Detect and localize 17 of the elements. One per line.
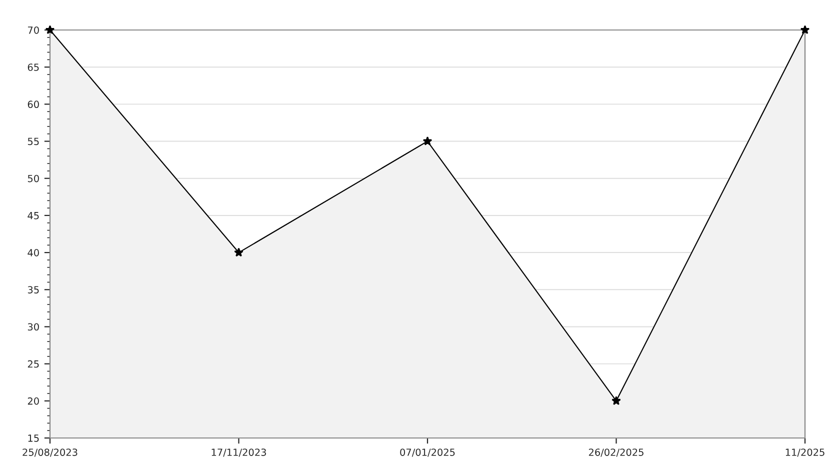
y-tick-label: 60: [28, 100, 39, 108]
y-tick-label: 20: [28, 397, 39, 405]
y-tick-label: 65: [28, 64, 39, 71]
y-tick-label: 50: [28, 174, 39, 182]
y-tick-label: 30: [28, 323, 39, 331]
y-tick-label: 40: [28, 249, 39, 256]
y-tick-label: 35: [28, 286, 39, 294]
y-tick-label: 70: [28, 26, 39, 34]
x-tick-label: 26/02/2025: [588, 448, 644, 457]
y-tick-label: 15: [28, 434, 39, 442]
x-tick-label: 11/2025: [786, 448, 824, 457]
x-tick-label: 25/08/2023: [22, 448, 78, 457]
x-tick-label: 17/11/2023: [212, 448, 266, 457]
y-tick-label: 45: [28, 212, 39, 220]
y-tick-label: 25: [28, 360, 39, 368]
y-tick-label: 55: [28, 138, 39, 146]
x-tick-label: 07/01/2025: [400, 448, 455, 457]
